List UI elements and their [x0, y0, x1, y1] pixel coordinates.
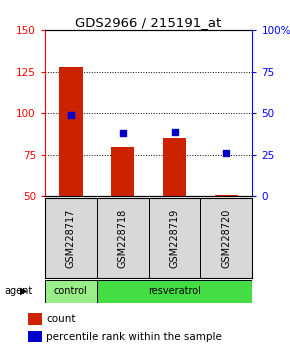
Text: count: count	[46, 314, 76, 324]
Text: control: control	[54, 286, 88, 296]
Text: GSM228719: GSM228719	[170, 209, 180, 268]
Bar	[28, 331, 42, 342]
Point	[224, 150, 229, 156]
Bar	[215, 195, 238, 196]
Text: GSM228720: GSM228720	[221, 209, 231, 268]
Text: ▶: ▶	[20, 286, 27, 296]
Text: GSM228718: GSM228718	[118, 209, 128, 268]
Bar	[111, 147, 134, 196]
Point	[68, 112, 73, 118]
Text: percentile rank within the sample: percentile rank within the sample	[46, 332, 222, 342]
Text: agent: agent	[4, 286, 32, 296]
Point	[120, 130, 125, 136]
Text: GSM228717: GSM228717	[66, 209, 76, 268]
Point	[172, 129, 177, 135]
Bar	[97, 280, 252, 303]
Bar	[163, 138, 186, 196]
Bar	[28, 313, 42, 325]
Bar	[45, 280, 97, 303]
Text: resveratrol: resveratrol	[148, 286, 201, 296]
Bar	[59, 67, 83, 196]
Text: GDS2966 / 215191_at: GDS2966 / 215191_at	[75, 17, 221, 29]
